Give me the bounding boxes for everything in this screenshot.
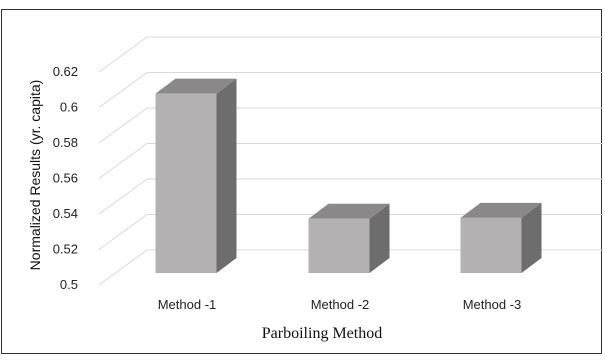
gridline [98,72,603,108]
bar-top [460,202,542,218]
bar-side [216,78,237,273]
y-tick-label: 0.54 [53,206,78,221]
x-tick-label: Method -2 [311,297,370,312]
gridline [98,143,603,179]
bar-front [155,93,217,273]
bar [308,203,390,273]
bar-front [308,218,370,273]
x-tick-label: Method -1 [158,297,217,312]
gridline [98,249,603,286]
bar-front [460,217,522,273]
y-tick-label: 0.5 [60,277,78,292]
bar-top [155,78,237,94]
gridlines [98,36,603,286]
y-tick-label: 0.52 [53,242,78,257]
bar [460,202,542,273]
bar-side [521,202,542,273]
bar-side [369,203,390,273]
gridline [98,214,603,250]
gridline [98,107,603,144]
chart-frame [1,9,602,354]
bar [155,78,237,273]
y-tick-label: 0.56 [53,171,78,186]
y-tick-label: 0.6 [60,100,78,115]
y-tick-label: 0.62 [53,64,78,79]
y-tick-labels: 0.5 0.52 0.54 0.56 0.58 0.6 0.62 [53,64,78,292]
gridline [98,178,603,215]
y-axis-label: Normalized Results (yr. capita) [27,80,43,271]
y-tick-label: 0.58 [53,135,78,150]
gridline [98,36,603,73]
bar-top [308,203,390,219]
x-axis-label: Parboiling Method [262,325,382,342]
x-tick-labels: Method -1 Method -2 Method -3 [158,297,522,312]
x-tick-label: Method -3 [463,297,522,312]
bars [155,78,542,273]
